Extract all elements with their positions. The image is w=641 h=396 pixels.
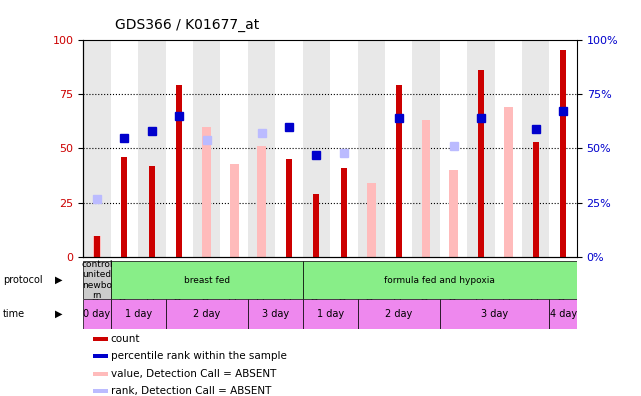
Bar xyxy=(330,40,358,257)
Text: 1 day: 1 day xyxy=(124,309,152,319)
Text: ▶: ▶ xyxy=(54,309,62,319)
Bar xyxy=(193,40,221,257)
Bar xyxy=(504,107,513,257)
Bar xyxy=(221,40,248,257)
Bar xyxy=(93,354,108,358)
Bar xyxy=(549,299,577,329)
Text: formula fed and hypoxia: formula fed and hypoxia xyxy=(385,276,495,285)
Bar xyxy=(111,261,303,299)
Bar xyxy=(93,236,101,257)
Text: breast fed: breast fed xyxy=(184,276,229,285)
Bar xyxy=(165,299,248,329)
Bar xyxy=(467,40,495,257)
Bar xyxy=(203,127,211,257)
Text: protocol: protocol xyxy=(3,275,43,285)
Bar xyxy=(248,40,275,257)
Bar xyxy=(358,299,440,329)
Bar xyxy=(303,299,358,329)
Bar xyxy=(229,164,238,257)
Text: percentile rank within the sample: percentile rank within the sample xyxy=(111,351,287,361)
Bar xyxy=(121,157,128,257)
Bar xyxy=(495,40,522,257)
Bar xyxy=(522,40,549,257)
Text: 0 day: 0 day xyxy=(83,309,111,319)
Bar xyxy=(176,85,182,257)
Text: 2 day: 2 day xyxy=(385,309,412,319)
Text: ▶: ▶ xyxy=(54,275,62,285)
Bar xyxy=(449,170,458,257)
Bar xyxy=(149,166,155,257)
Bar xyxy=(257,146,266,257)
Text: 1 day: 1 day xyxy=(317,309,344,319)
Bar xyxy=(94,236,100,257)
Bar xyxy=(341,168,347,257)
Bar xyxy=(111,40,138,257)
Bar xyxy=(83,40,111,257)
Text: 3 day: 3 day xyxy=(481,309,508,319)
Text: time: time xyxy=(3,309,26,319)
Bar xyxy=(440,299,549,329)
Bar xyxy=(93,389,108,393)
Bar xyxy=(549,40,577,257)
Bar xyxy=(303,261,577,299)
Bar xyxy=(138,40,165,257)
Text: rank, Detection Call = ABSENT: rank, Detection Call = ABSENT xyxy=(111,386,271,396)
Bar xyxy=(478,70,484,257)
Bar xyxy=(358,40,385,257)
Bar xyxy=(533,142,539,257)
Bar xyxy=(111,299,165,329)
Bar xyxy=(275,40,303,257)
Bar xyxy=(83,261,111,299)
Bar xyxy=(286,159,292,257)
Bar xyxy=(560,50,566,257)
Bar xyxy=(440,40,467,257)
Bar xyxy=(385,40,412,257)
Text: 4 day: 4 day xyxy=(549,309,577,319)
Bar xyxy=(395,85,402,257)
Bar xyxy=(83,299,111,329)
Bar xyxy=(93,372,108,376)
Text: 2 day: 2 day xyxy=(193,309,221,319)
Text: control
united
newbo
rn: control united newbo rn xyxy=(81,260,113,300)
Bar xyxy=(93,337,108,341)
Bar xyxy=(165,40,193,257)
Bar xyxy=(412,40,440,257)
Bar xyxy=(422,120,431,257)
Text: count: count xyxy=(111,334,140,344)
Text: value, Detection Call = ABSENT: value, Detection Call = ABSENT xyxy=(111,369,276,379)
Bar xyxy=(303,40,330,257)
Bar xyxy=(248,299,303,329)
Bar xyxy=(367,183,376,257)
Bar xyxy=(313,194,319,257)
Text: GDS366 / K01677_at: GDS366 / K01677_at xyxy=(115,18,260,32)
Text: 3 day: 3 day xyxy=(262,309,289,319)
